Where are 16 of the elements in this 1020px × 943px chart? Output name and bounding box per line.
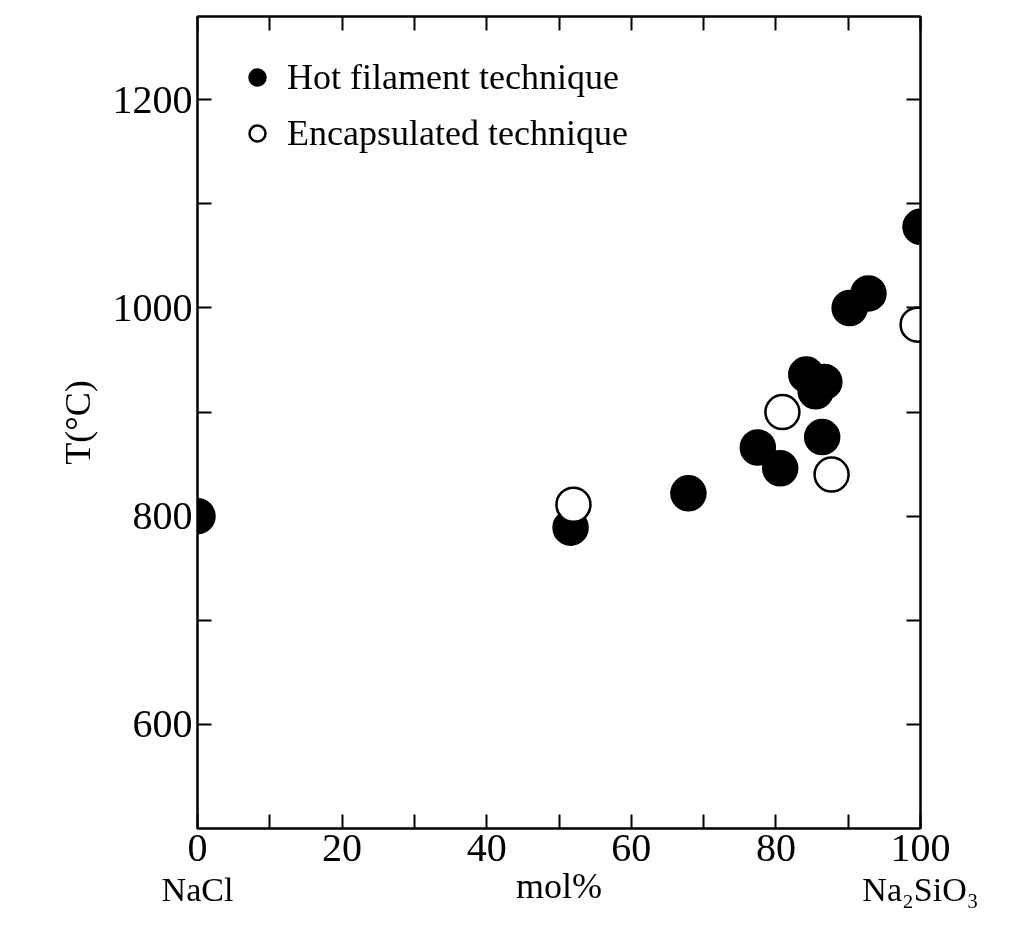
x-tick-label: 100 xyxy=(890,824,951,870)
x-tick-label: 20 xyxy=(322,824,363,870)
x-tick-label: 60 xyxy=(611,824,652,870)
x-tick-label: 0 xyxy=(187,824,208,870)
x-axis-title: mol% xyxy=(516,865,602,906)
legend-label: Hot filament technique xyxy=(287,56,619,98)
y-axis-title: T(°C) xyxy=(57,380,98,465)
legend-label: Encapsulated technique xyxy=(287,112,628,154)
y-tick-label: 1000 xyxy=(112,284,193,330)
y-tick-label: 1200 xyxy=(112,76,193,122)
text: Na₂SiO₃ xyxy=(862,870,979,908)
text: NaCl xyxy=(161,870,234,908)
x-tick-label: 40 xyxy=(466,824,507,870)
x-tick-label: 80 xyxy=(755,824,796,870)
y-tick-label: 800 xyxy=(132,493,193,539)
y-tick-label: 600 xyxy=(132,701,193,747)
